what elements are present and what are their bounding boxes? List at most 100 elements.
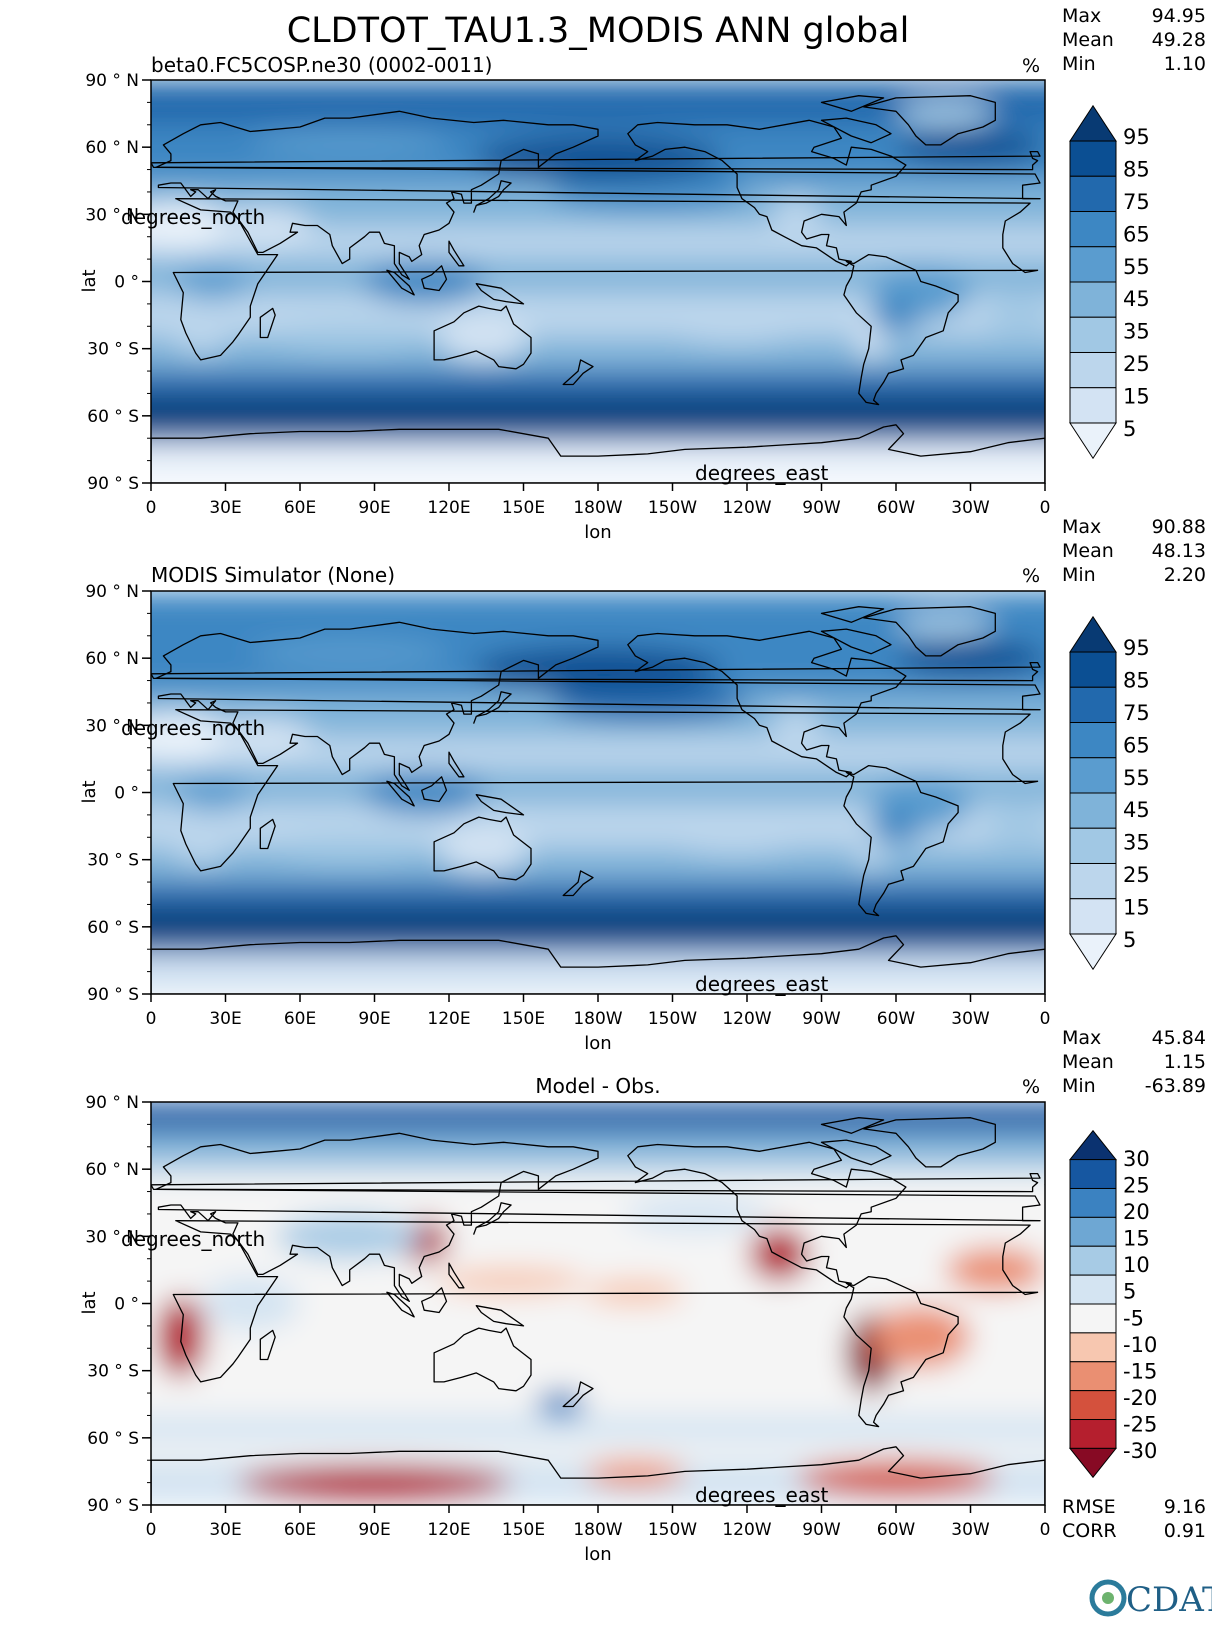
colorbar-label: 15 (1123, 385, 1150, 409)
logo-icon-inner (1102, 1592, 1114, 1604)
colorbar-box (1069, 722, 1117, 759)
colorbar-box (1069, 1419, 1117, 1449)
coastline (433, 816, 532, 881)
coastline (820, 606, 885, 623)
colorbar-box (1069, 827, 1117, 864)
coastline (820, 1117, 885, 1134)
x-tick-label: 60E (284, 1009, 316, 1029)
field-band (151, 882, 1045, 909)
panel-obs-stats: Max 90.88 Mean 48.13 Min 2.20 (1062, 516, 1206, 586)
field-blob (871, 808, 921, 844)
greenland-field (896, 611, 996, 639)
coastline (843, 253, 959, 406)
y-tick-label: 90 ° S (87, 474, 139, 494)
colorbar-label: -10 (1123, 1333, 1157, 1357)
colorbar-label: -20 (1123, 1386, 1157, 1410)
y-tick-label: 0 ° (114, 784, 139, 804)
coastline (172, 709, 1039, 872)
colorbar-label: 5 (1123, 1280, 1136, 1304)
stat-label: Mean (1062, 29, 1114, 51)
x-tick-label: 30W (951, 1520, 990, 1540)
colorbar-box (1069, 1274, 1117, 1305)
field-blob (175, 263, 251, 300)
field-band (151, 371, 1045, 398)
field-band (151, 1128, 1045, 1152)
panel-model: beta0.FC5COSP.ne30 (0002-0011) % Max 94.… (0, 5, 1206, 543)
colorbar-arrow-bottom (1069, 933, 1117, 971)
x-tick-label: 0 (1040, 1009, 1051, 1029)
field-blob (436, 1267, 586, 1295)
stat-label: RMSE (1062, 1496, 1116, 1518)
colorbar-label: -15 (1123, 1359, 1157, 1383)
coastline (475, 1305, 525, 1327)
x-tick-label: 150W (648, 1009, 697, 1029)
stat-value: 1.10 (1164, 53, 1206, 75)
colorbar-arrow-top (1069, 615, 1117, 653)
y-axis-label: lat (79, 780, 100, 803)
y-tick-label: 60 ° N (85, 1160, 139, 1180)
logo-icon (1089, 1579, 1127, 1617)
cdat-logo: CDAT (1089, 1579, 1212, 1620)
x-tick-label: 30E (209, 498, 241, 518)
colorbar-label: 5 (1123, 417, 1136, 441)
field-blob (796, 1460, 996, 1497)
y-tick-label: 30 ° N (85, 205, 139, 225)
x-tick-label: 90W (802, 1520, 841, 1540)
colorbar-label: 25 (1123, 352, 1150, 376)
field-band (151, 591, 1045, 636)
x-tick-label: 90W (802, 498, 841, 518)
sahara (151, 203, 238, 248)
coastline (473, 691, 512, 724)
y-tick-label: 60 ° N (85, 138, 139, 158)
x-tick-label: 180W (573, 498, 622, 518)
y-tick-label: 90 ° S (87, 985, 139, 1005)
colorbar-arrow-top (1069, 104, 1117, 142)
field-layer (151, 591, 1045, 994)
maritime-continent (362, 770, 487, 815)
field-band (151, 848, 1045, 883)
coastline (151, 661, 1041, 682)
coastline (863, 606, 996, 657)
coastline (0, 631, 12, 777)
y-units-label: degrees_north (121, 1227, 265, 1251)
x-tick-label: 90W (802, 1009, 841, 1029)
coastline (562, 1381, 594, 1408)
y-units-label: degrees_north (121, 205, 265, 229)
coastline (386, 269, 415, 296)
x-tick-label: 150W (648, 1520, 697, 1540)
coastline (0, 622, 146, 790)
diff-antarctic-neg (237, 1464, 512, 1501)
coastline (151, 424, 1045, 483)
colorbar-label: 25 (1123, 1174, 1150, 1198)
colorbar-box (1069, 1390, 1117, 1421)
coastline (562, 870, 594, 897)
y-axis-label: lat (79, 1291, 100, 1314)
field-blob (896, 129, 1045, 166)
coastline (0, 255, 64, 405)
panel-diff-bottom-stats: RMSE 9.16 CORR 0.91 (1062, 1496, 1206, 1542)
x-ticks: 0 30E 60E 90E 120E 150E 180W 150W 120W 90W 60W 30W 0 (146, 994, 1051, 1029)
field-band (151, 938, 1045, 954)
map-field (151, 1102, 1045, 1505)
coastline (448, 240, 465, 267)
colorbar-arrow-bottom (1068, 1447, 1118, 1479)
stat-label: CORR (1062, 1520, 1117, 1542)
field-blob (275, 835, 425, 862)
y-ticks: 90 ° N 60 ° N 30 ° N 0 ° 30 ° S 60 ° S 90 ° S (85, 71, 151, 494)
coastline (1154, 819, 1169, 848)
coastline (473, 1202, 512, 1235)
coastline (0, 766, 64, 916)
x-tick-label: 150E (502, 498, 545, 518)
coastline (421, 1287, 448, 1314)
logo-text: CDAT (1126, 1580, 1212, 1620)
figure-title: CLDTOT_TAU1.3_MODIS ANN global (287, 11, 910, 51)
southern-storm-track (151, 397, 1045, 428)
field-blob (771, 196, 822, 233)
stat-value: 94.95 (1152, 5, 1206, 27)
x-ticks: 0 30E 60E 90E 120E 150E 180W 150W 120W 90W 60W 30W 0 (146, 483, 1050, 518)
colorbar-label: 25 (1123, 863, 1150, 887)
coastline (475, 794, 525, 816)
field-blob (871, 1305, 971, 1369)
field-layer (151, 1102, 1045, 1505)
